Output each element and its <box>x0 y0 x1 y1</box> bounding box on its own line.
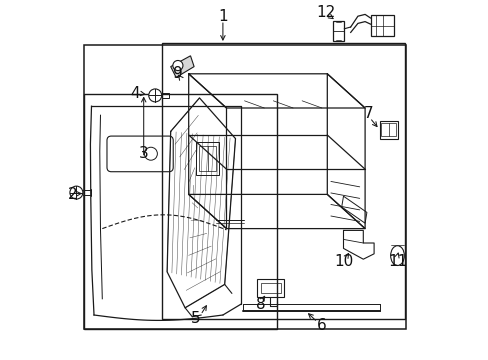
Text: 4: 4 <box>130 86 139 101</box>
Text: 7: 7 <box>363 106 373 121</box>
Text: 5: 5 <box>191 311 200 326</box>
Bar <box>381 123 395 136</box>
Text: 1: 1 <box>218 9 227 24</box>
Bar <box>84 94 276 329</box>
Text: 6: 6 <box>316 318 326 333</box>
Bar <box>379 121 397 139</box>
Text: 12: 12 <box>315 5 334 20</box>
Polygon shape <box>170 56 194 77</box>
Bar <box>84 45 406 329</box>
Text: 9: 9 <box>173 66 183 81</box>
Bar <box>332 21 344 41</box>
Text: 2: 2 <box>68 187 78 202</box>
Text: 8: 8 <box>255 297 265 312</box>
Text: 10: 10 <box>333 253 352 269</box>
Bar <box>162 43 404 319</box>
Circle shape <box>172 60 183 71</box>
Bar <box>162 93 168 98</box>
Circle shape <box>70 186 82 199</box>
Bar <box>257 279 284 297</box>
Text: 11: 11 <box>387 253 407 269</box>
Bar <box>196 142 219 175</box>
Ellipse shape <box>390 246 404 266</box>
Bar <box>260 283 280 293</box>
Bar <box>370 15 393 36</box>
Bar <box>199 146 216 171</box>
Circle shape <box>148 89 162 102</box>
Text: 3: 3 <box>139 145 148 161</box>
